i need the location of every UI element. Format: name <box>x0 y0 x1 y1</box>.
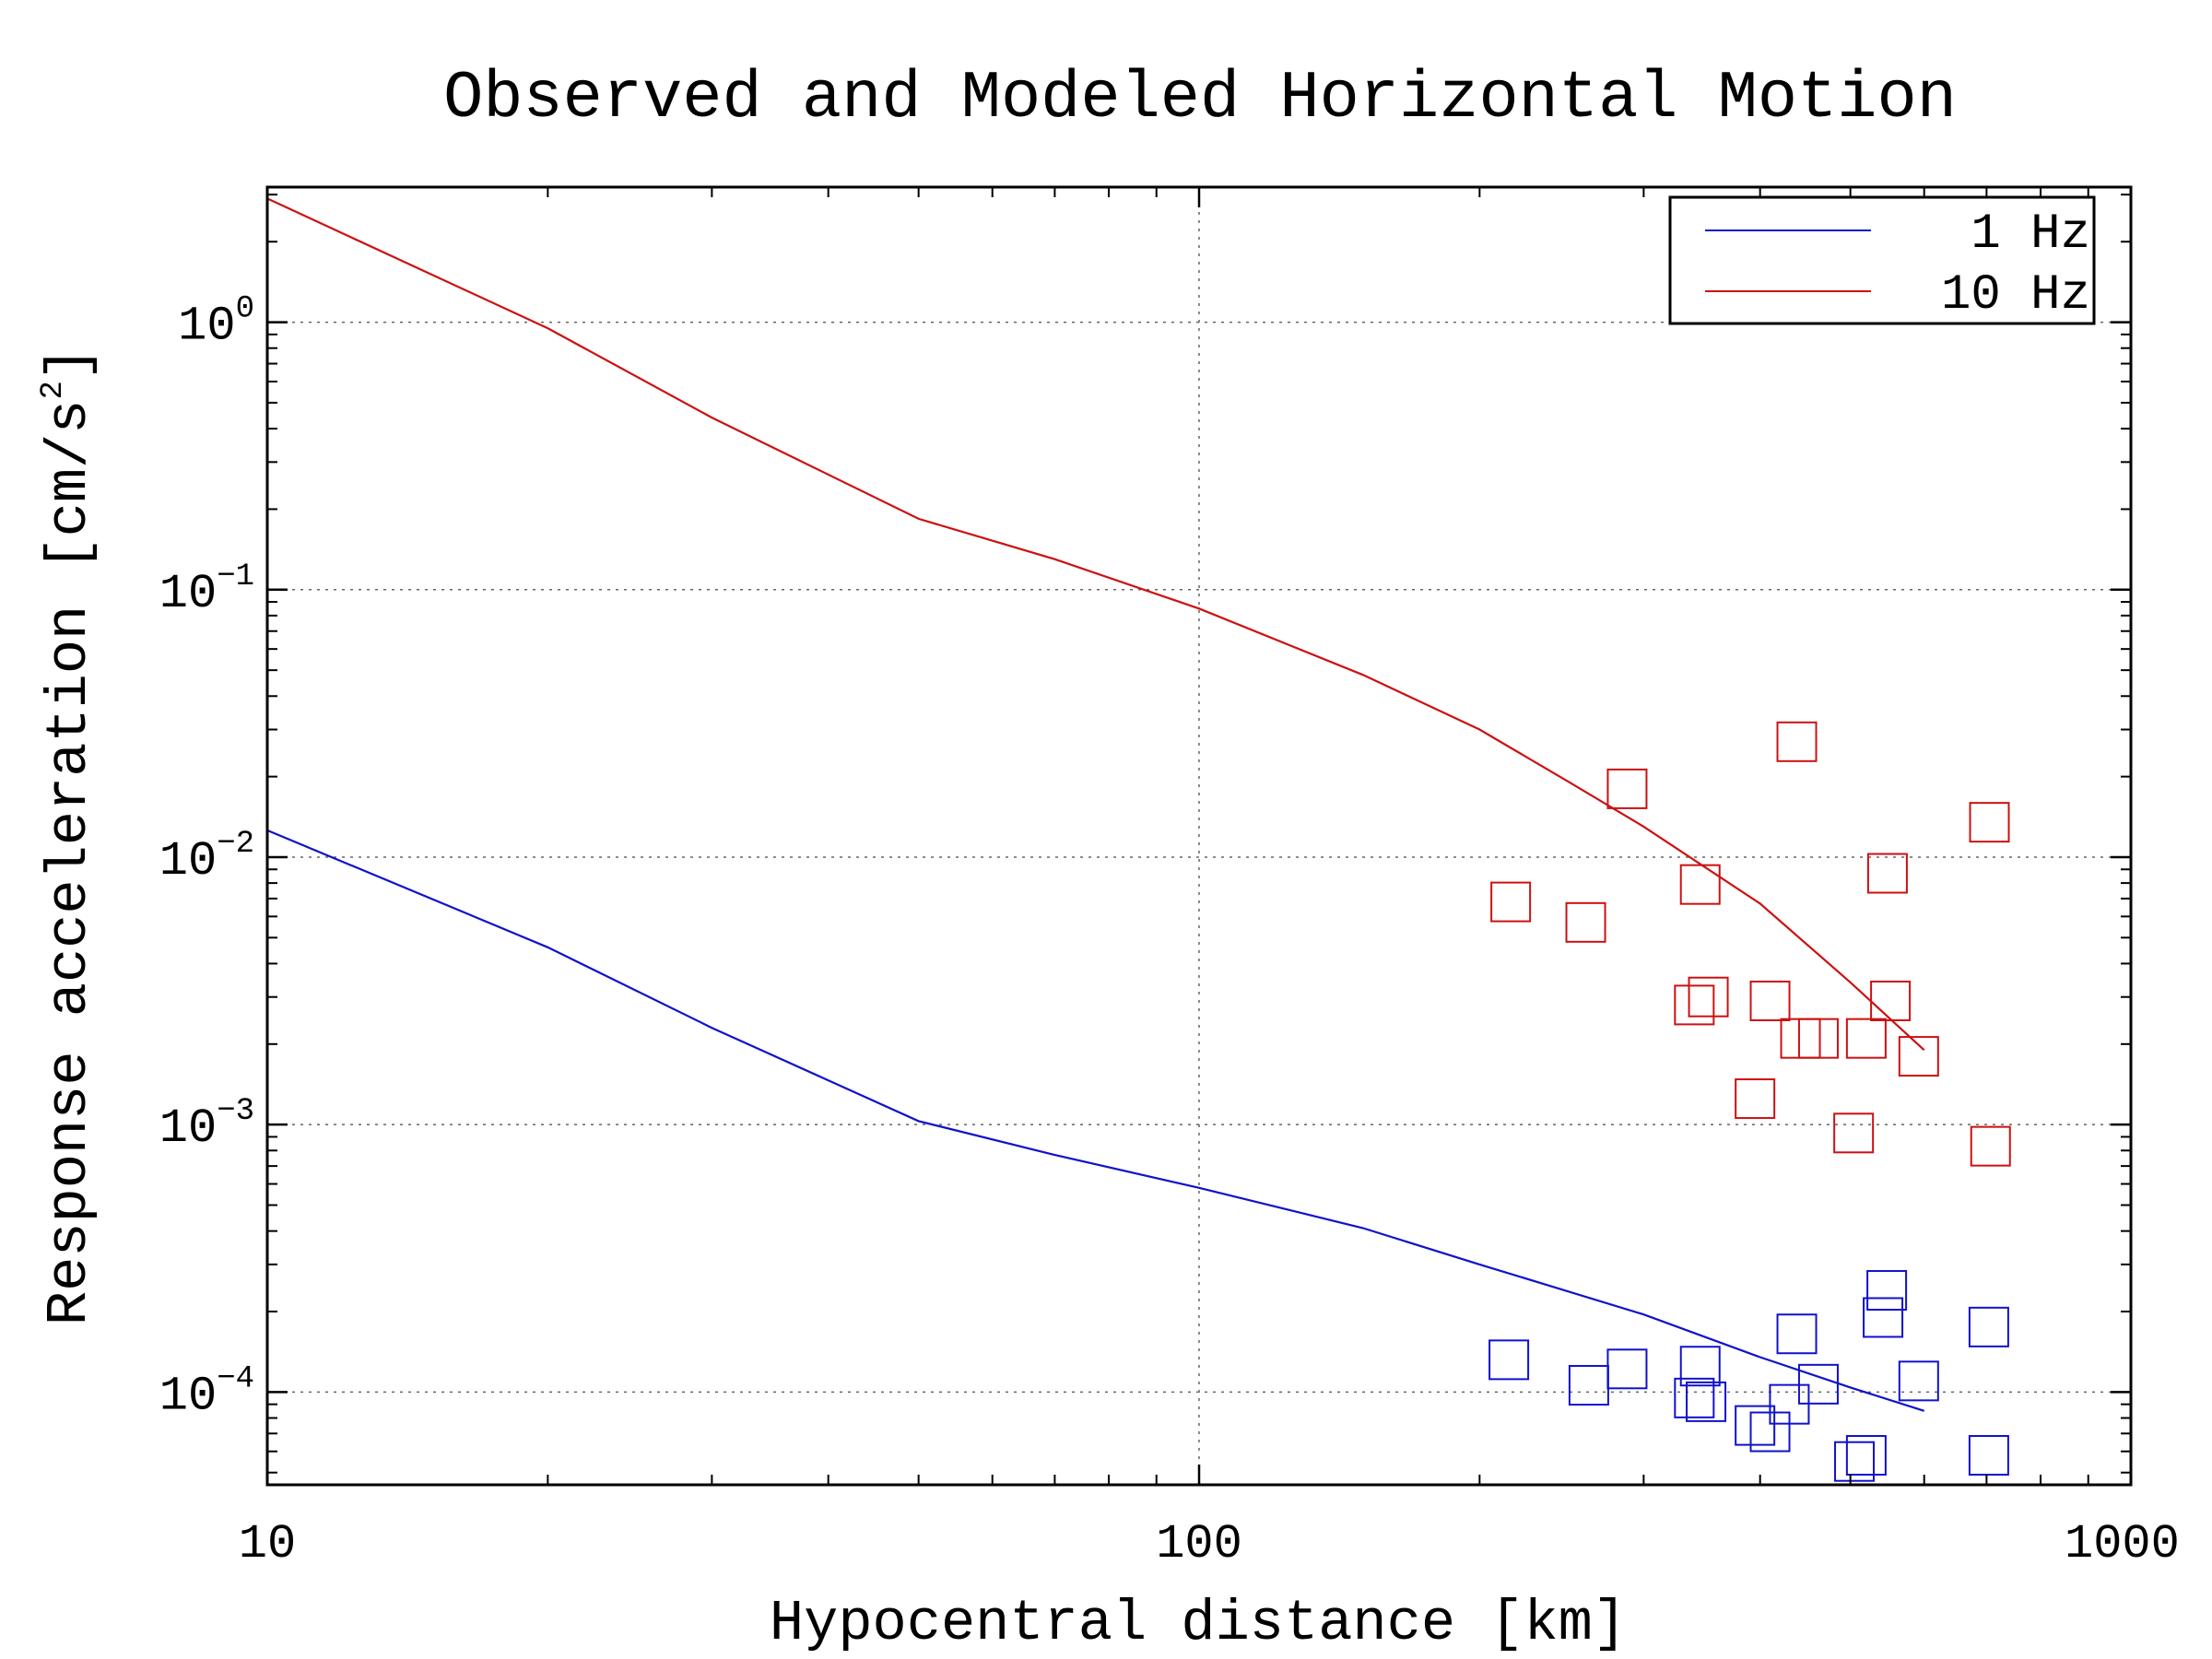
observed-point-10hz <box>1606 768 1648 809</box>
x-tick-label: 1000 <box>2065 1517 2180 1571</box>
observed-point-1hz <box>1686 1381 1727 1422</box>
observed-point-10hz <box>1969 802 2010 843</box>
observed-point-10hz <box>1866 853 1908 894</box>
observed-point-10hz <box>1688 976 1729 1018</box>
model-line-10hz <box>266 197 1925 1052</box>
y-tick-label: 10−2 <box>159 827 254 888</box>
y-tick-exponent: 0 <box>236 292 254 327</box>
y-tick-base: 10 <box>159 1101 217 1156</box>
observed-point-1hz <box>1776 1313 1818 1355</box>
observed-point-1hz <box>1488 1339 1530 1381</box>
observed-point-10hz <box>1898 1036 1939 1077</box>
y-tick-label: 10−4 <box>159 1361 254 1423</box>
observed-point-10hz <box>1679 864 1721 905</box>
y-tick-label: 100 <box>178 292 254 354</box>
observed-point-10hz <box>1749 980 1791 1021</box>
observed-point-1hz <box>1679 1346 1721 1387</box>
observed-point-1hz <box>1898 1360 1939 1402</box>
observed-point-10hz <box>1833 1112 1875 1154</box>
grid-lines <box>267 187 2131 1485</box>
observed-point-10hz <box>1797 1018 1839 1059</box>
y-tick-exponent: −4 <box>217 1361 254 1396</box>
y-tick-label: 10−1 <box>159 559 254 621</box>
y-tick-base: 10 <box>178 300 235 354</box>
legend-label-10hz: 10 Hz <box>1941 267 2090 324</box>
observed-point-1hz <box>1735 1405 1776 1446</box>
y-axis-label: Response acceleration [cm/s2] <box>36 347 102 1325</box>
observed-point-10hz <box>1845 1018 1887 1059</box>
y-axis-label-main: Response acceleration [cm/s <box>37 400 102 1326</box>
legend-box <box>1668 195 2096 325</box>
observed-point-10hz <box>1870 980 1912 1021</box>
y-tick-base: 10 <box>159 1369 217 1423</box>
observed-point-1hz <box>1968 1306 2009 1347</box>
observed-point-10hz <box>1970 1125 2011 1167</box>
observed-point-1hz <box>1968 1435 2009 1477</box>
legend-label-1hz: 1 Hz <box>1971 206 2090 263</box>
series-layer <box>266 197 2011 1482</box>
observed-point-10hz <box>1565 901 1606 943</box>
observed-point-10hz <box>1776 721 1818 762</box>
observed-point-1hz <box>1797 1363 1839 1405</box>
observed-point-1hz <box>1863 1297 1904 1338</box>
model-line-1hz <box>266 829 1925 1412</box>
x-tick-label: 100 <box>1156 1517 1242 1571</box>
observed-point-10hz <box>1674 984 1715 1026</box>
observed-point-10hz <box>1735 1078 1776 1120</box>
chart-title: Observed and Modeled Horizontal Motion <box>443 61 1957 136</box>
observed-point-1hz <box>1834 1441 1876 1482</box>
observed-point-1hz <box>1674 1377 1715 1418</box>
y-axis-label-superscript: 2 <box>36 381 71 399</box>
x-tick-label: 10 <box>239 1517 296 1571</box>
y-tick-exponent: −2 <box>217 827 254 862</box>
y-tick-base: 10 <box>159 834 217 888</box>
legend: 1 Hz 10 Hz <box>1668 195 2096 325</box>
observed-point-1hz <box>1845 1435 1887 1477</box>
y-axis-label-close: ] <box>37 347 102 381</box>
observed-point-1hz <box>1866 1270 1908 1312</box>
y-tick-label: 10−3 <box>159 1094 254 1156</box>
y-tick-exponent: −3 <box>217 1094 254 1129</box>
y-tick-exponent: −1 <box>217 559 254 594</box>
x-axis-label: Hypocentral distance [km] <box>770 1591 1627 1656</box>
y-tick-base: 10 <box>159 567 217 621</box>
observed-point-10hz <box>1490 881 1532 923</box>
observed-point-1hz <box>1606 1348 1648 1390</box>
